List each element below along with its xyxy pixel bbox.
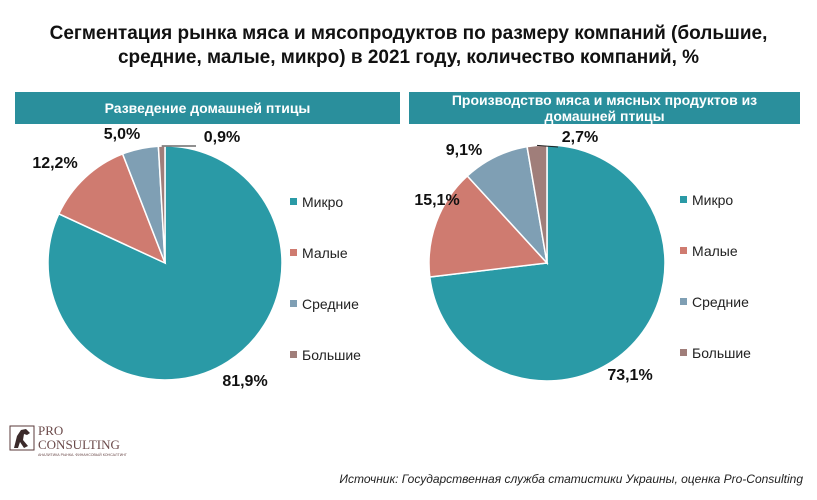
pie-2-data-label-small: 15,1% (414, 192, 459, 209)
pie-1-legend-swatch-small (290, 249, 297, 256)
pie-2-data-label-medium: 9,1% (446, 142, 482, 159)
logo-horse-emblem-icon (9, 425, 35, 451)
pie-2-data-label-large: 2,7% (562, 129, 598, 146)
chart-title-line-1: Сегментация рынка мяса и мясопродуктов п… (49, 23, 768, 44)
pie-1-data-label-small: 12,2% (32, 155, 77, 172)
pie-2-legend-label-small: Малые (692, 243, 738, 259)
pie-1-data-label-medium: 5,0% (104, 126, 140, 143)
logo-line-1: PRO (38, 423, 63, 438)
pie-charts: 81,9% 12,2% 5,0% 0,9% Микро Малые Средние Больш… (32, 126, 751, 390)
pie-1-legend-label-micro: Микро (302, 194, 343, 210)
pie-1-data-label-large: 0,9% (204, 129, 240, 146)
pie-2-title: Производство мяса и мясных продуктов из … (451, 92, 758, 124)
chart-title: Сегментация рынка мяса и мясопродуктов п… (0, 22, 817, 70)
pie-2-title-band: Производство мяса и мясных продуктов из … (409, 92, 800, 124)
pie-2-legend-swatch-medium (680, 298, 687, 305)
pie-1-legend-label-large: Большие (302, 347, 361, 363)
pie-2-legend-label-large: Большие (692, 345, 751, 361)
pie-1-title-band: Разведение домашней птицы (15, 92, 400, 124)
pie-2-data-label-micro: 73,1% (607, 367, 652, 384)
pie-1-slice-small (57, 152, 167, 265)
pro-consulting-logo: PRO CONSULTING АНАЛИТИКА РЫНКА. ФИНАНСОВ… (9, 423, 127, 457)
pie-2-legend-swatch-large (680, 349, 687, 356)
pie-1-legend-label-medium: Средние (302, 296, 359, 312)
pie-1-legend-swatch-micro (290, 198, 297, 205)
logo-tagline: АНАЛИТИКА РЫНКА. ФИНАНСОВЫЙ КОНСАЛТИНГ (38, 453, 127, 457)
pie-1-title: Разведение домашней птицы (104, 100, 311, 116)
source-note: Источник: Государственная служба статист… (339, 472, 803, 486)
pie-1-legend-swatch-large (290, 351, 297, 358)
pie-1-legend-swatch-medium (290, 300, 297, 307)
pie-2-legend-swatch-small (680, 247, 687, 254)
logo-line-2: CONSULTING (38, 437, 120, 452)
pie-2-legend-swatch-micro (680, 196, 687, 203)
pie-2-legend-label-medium: Средние (692, 294, 749, 310)
pie-1-data-label-micro: 81,9% (222, 373, 267, 390)
pie-1-legend-label-small: Малые (302, 245, 348, 261)
pie-2-slice-small (428, 174, 549, 278)
pie-2-leader-line (536, 144, 559, 148)
chart-title-line-2: средние, малые, микро) в 2021 году, коли… (117, 47, 700, 68)
pie-2-legend-label-micro: Микро (692, 192, 733, 208)
